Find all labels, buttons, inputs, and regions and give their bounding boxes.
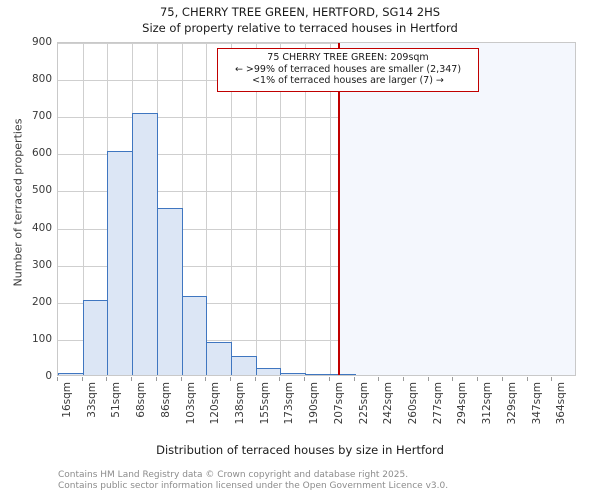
gridline-v <box>330 43 331 375</box>
histogram-bar <box>280 373 306 375</box>
x-tick-label: 242sqm <box>382 382 394 425</box>
x-tick-mark <box>403 377 404 381</box>
histogram-bar <box>132 113 158 375</box>
x-tick-mark <box>551 377 552 381</box>
y-tick-label: 200 <box>31 295 52 308</box>
histogram-bar <box>182 296 207 375</box>
title-line-2: Size of property relative to terraced ho… <box>142 21 458 35</box>
x-tick-label: 329sqm <box>506 382 518 425</box>
histogram-bars <box>58 43 575 375</box>
annotation-line-1: 75 CHERRY TREE GREEN: 209sqm <box>267 52 429 63</box>
y-tick-label: 100 <box>31 332 52 345</box>
x-tick-mark <box>205 377 206 381</box>
property-annotation-box: 75 CHERRY TREE GREEN: 209sqm ← >99% of t… <box>217 48 479 92</box>
x-tick-label: 103sqm <box>185 382 197 425</box>
gridline-h <box>58 154 575 156</box>
property-marker-line <box>337 43 340 375</box>
gridline-v <box>305 43 306 375</box>
x-tick-label: 86sqm <box>160 382 172 418</box>
x-tick-mark <box>452 377 453 381</box>
y-tick-label: 900 <box>31 36 52 48</box>
gridline-h <box>58 117 575 119</box>
gridline-h <box>58 265 575 267</box>
attribution-footer: Contains HM Land Registry data © Crown c… <box>58 470 598 492</box>
gridline-v <box>231 43 232 375</box>
x-tick-label: 225sqm <box>358 382 370 425</box>
x-tick-label: 364sqm <box>555 382 567 425</box>
gridline-h <box>58 302 575 304</box>
annotation-line-3: <1% of terraced houses are larger (7) → <box>252 75 444 86</box>
x-tick-label: 173sqm <box>283 382 295 425</box>
x-tick-mark <box>156 377 157 381</box>
x-tick-label: 312sqm <box>481 382 493 425</box>
larger-region-shading <box>338 43 575 375</box>
chart-title: 75, CHERRY TREE GREEN, HERTFORD, SG14 2H… <box>0 4 600 36</box>
histogram-bar <box>83 299 108 375</box>
x-tick-mark <box>57 377 58 381</box>
y-axis: Number of terraced properties 0 100 200 300… <box>0 0 53 420</box>
x-tick-label: 277sqm <box>432 382 444 425</box>
histogram-bar <box>305 373 331 375</box>
x-tick-mark <box>106 377 107 381</box>
x-tick-mark <box>477 377 478 381</box>
y-tick-label: 600 <box>31 147 52 160</box>
x-tick-mark <box>230 377 231 381</box>
x-tick-mark <box>82 377 83 381</box>
plot-area <box>57 42 576 376</box>
histogram-bar <box>107 151 133 375</box>
y-tick-label: 700 <box>31 110 52 123</box>
histogram-bar <box>206 341 232 375</box>
gridline-h <box>58 228 575 230</box>
histogram-bar <box>58 373 84 375</box>
x-tick-label: 190sqm <box>308 382 320 425</box>
gridline-h <box>58 191 575 193</box>
x-tick-mark <box>279 377 280 381</box>
gridline-h <box>58 339 575 341</box>
footer-line-2: Contains public sector information licen… <box>58 481 449 491</box>
histogram-bar <box>231 355 257 375</box>
x-tick-mark <box>255 377 256 381</box>
y-tick-label: 800 <box>31 73 52 86</box>
histogram-bar <box>256 367 281 375</box>
x-tick-label: 33sqm <box>86 382 98 418</box>
x-tick-mark <box>428 377 429 381</box>
x-tick-label: 207sqm <box>333 382 345 425</box>
gridline-v <box>83 43 84 375</box>
x-tick-label: 51sqm <box>110 382 122 418</box>
x-tick-mark <box>131 377 132 381</box>
y-tick-label: 0 <box>45 370 52 382</box>
x-tick-mark <box>527 377 528 381</box>
x-tick-mark <box>304 377 305 381</box>
gridline-v <box>256 43 257 375</box>
x-tick-label: 347sqm <box>531 382 543 425</box>
y-tick-label: 300 <box>31 258 52 271</box>
histogram-bar <box>330 373 356 375</box>
x-tick-label: 260sqm <box>407 382 419 425</box>
gridline-h <box>58 43 575 44</box>
x-tick-mark <box>502 377 503 381</box>
x-tick-mark <box>329 377 330 381</box>
y-tick-label: 400 <box>31 221 52 234</box>
x-tick-label: 68sqm <box>135 382 147 418</box>
gridline-v <box>280 43 281 375</box>
histogram-bar <box>157 208 183 375</box>
x-tick-mark <box>181 377 182 381</box>
title-line-1: 75, CHERRY TREE GREEN, HERTFORD, SG14 2H… <box>159 5 441 19</box>
x-tick-mark <box>378 377 379 381</box>
x-tick-label: 294sqm <box>456 382 468 425</box>
gridline-v <box>206 43 207 375</box>
x-tick-label: 138sqm <box>234 382 246 425</box>
x-tick-label: 120sqm <box>209 382 221 425</box>
x-tick-label: 16sqm <box>61 382 73 418</box>
x-axis-label: Distribution of terraced houses by size … <box>156 443 444 457</box>
annotation-line-2: ← >99% of terraced houses are smaller (2… <box>234 63 462 75</box>
y-axis-label: Number of terraced properties <box>11 118 25 287</box>
y-tick-label: 500 <box>31 184 52 197</box>
x-tick-mark <box>354 377 355 381</box>
x-tick-label: 155sqm <box>259 382 271 425</box>
footer-line-1: Contains HM Land Registry data © Crown c… <box>58 470 409 480</box>
